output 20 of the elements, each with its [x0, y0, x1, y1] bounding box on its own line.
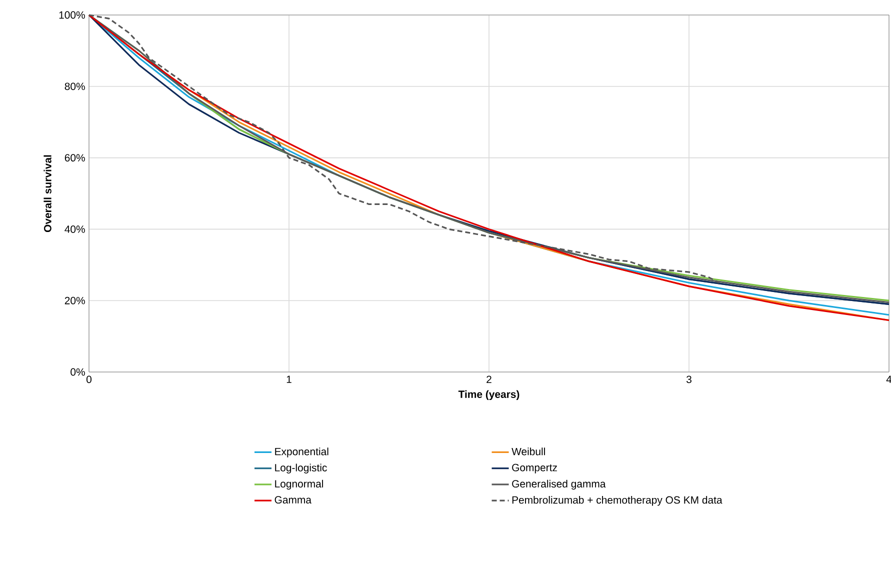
y-tick-label: 0% [70, 368, 85, 376]
x-axis-title: Time (years) [458, 390, 520, 400]
legend-label: Generalised gamma [512, 480, 606, 490]
y-axis-title: Overall survival [44, 155, 52, 232]
legend-label: Log-logistic [275, 464, 327, 474]
y-tick-label: 80% [64, 82, 85, 90]
legend-label: Gamma [274, 496, 312, 504]
y-tick-label: 40% [64, 226, 85, 233]
x-tick-label: 1 [286, 376, 292, 383]
legend-label: Weibull [512, 448, 545, 456]
y-tick-label: 60% [64, 154, 85, 162]
legend-label: Exponential [275, 448, 328, 458]
legend-label: Lognormal [275, 480, 324, 490]
legend-label: Pembrolizumab + chemotherapy OS KM data [512, 496, 722, 506]
y-tick-label: 20% [64, 296, 85, 304]
x-tick-label: 0 [86, 376, 92, 384]
x-tick-label: 3 [686, 376, 692, 384]
y-tick-label: 100% [59, 11, 85, 19]
x-tick-label: 2 [486, 376, 492, 383]
legend-label: Gompertz [512, 464, 557, 474]
